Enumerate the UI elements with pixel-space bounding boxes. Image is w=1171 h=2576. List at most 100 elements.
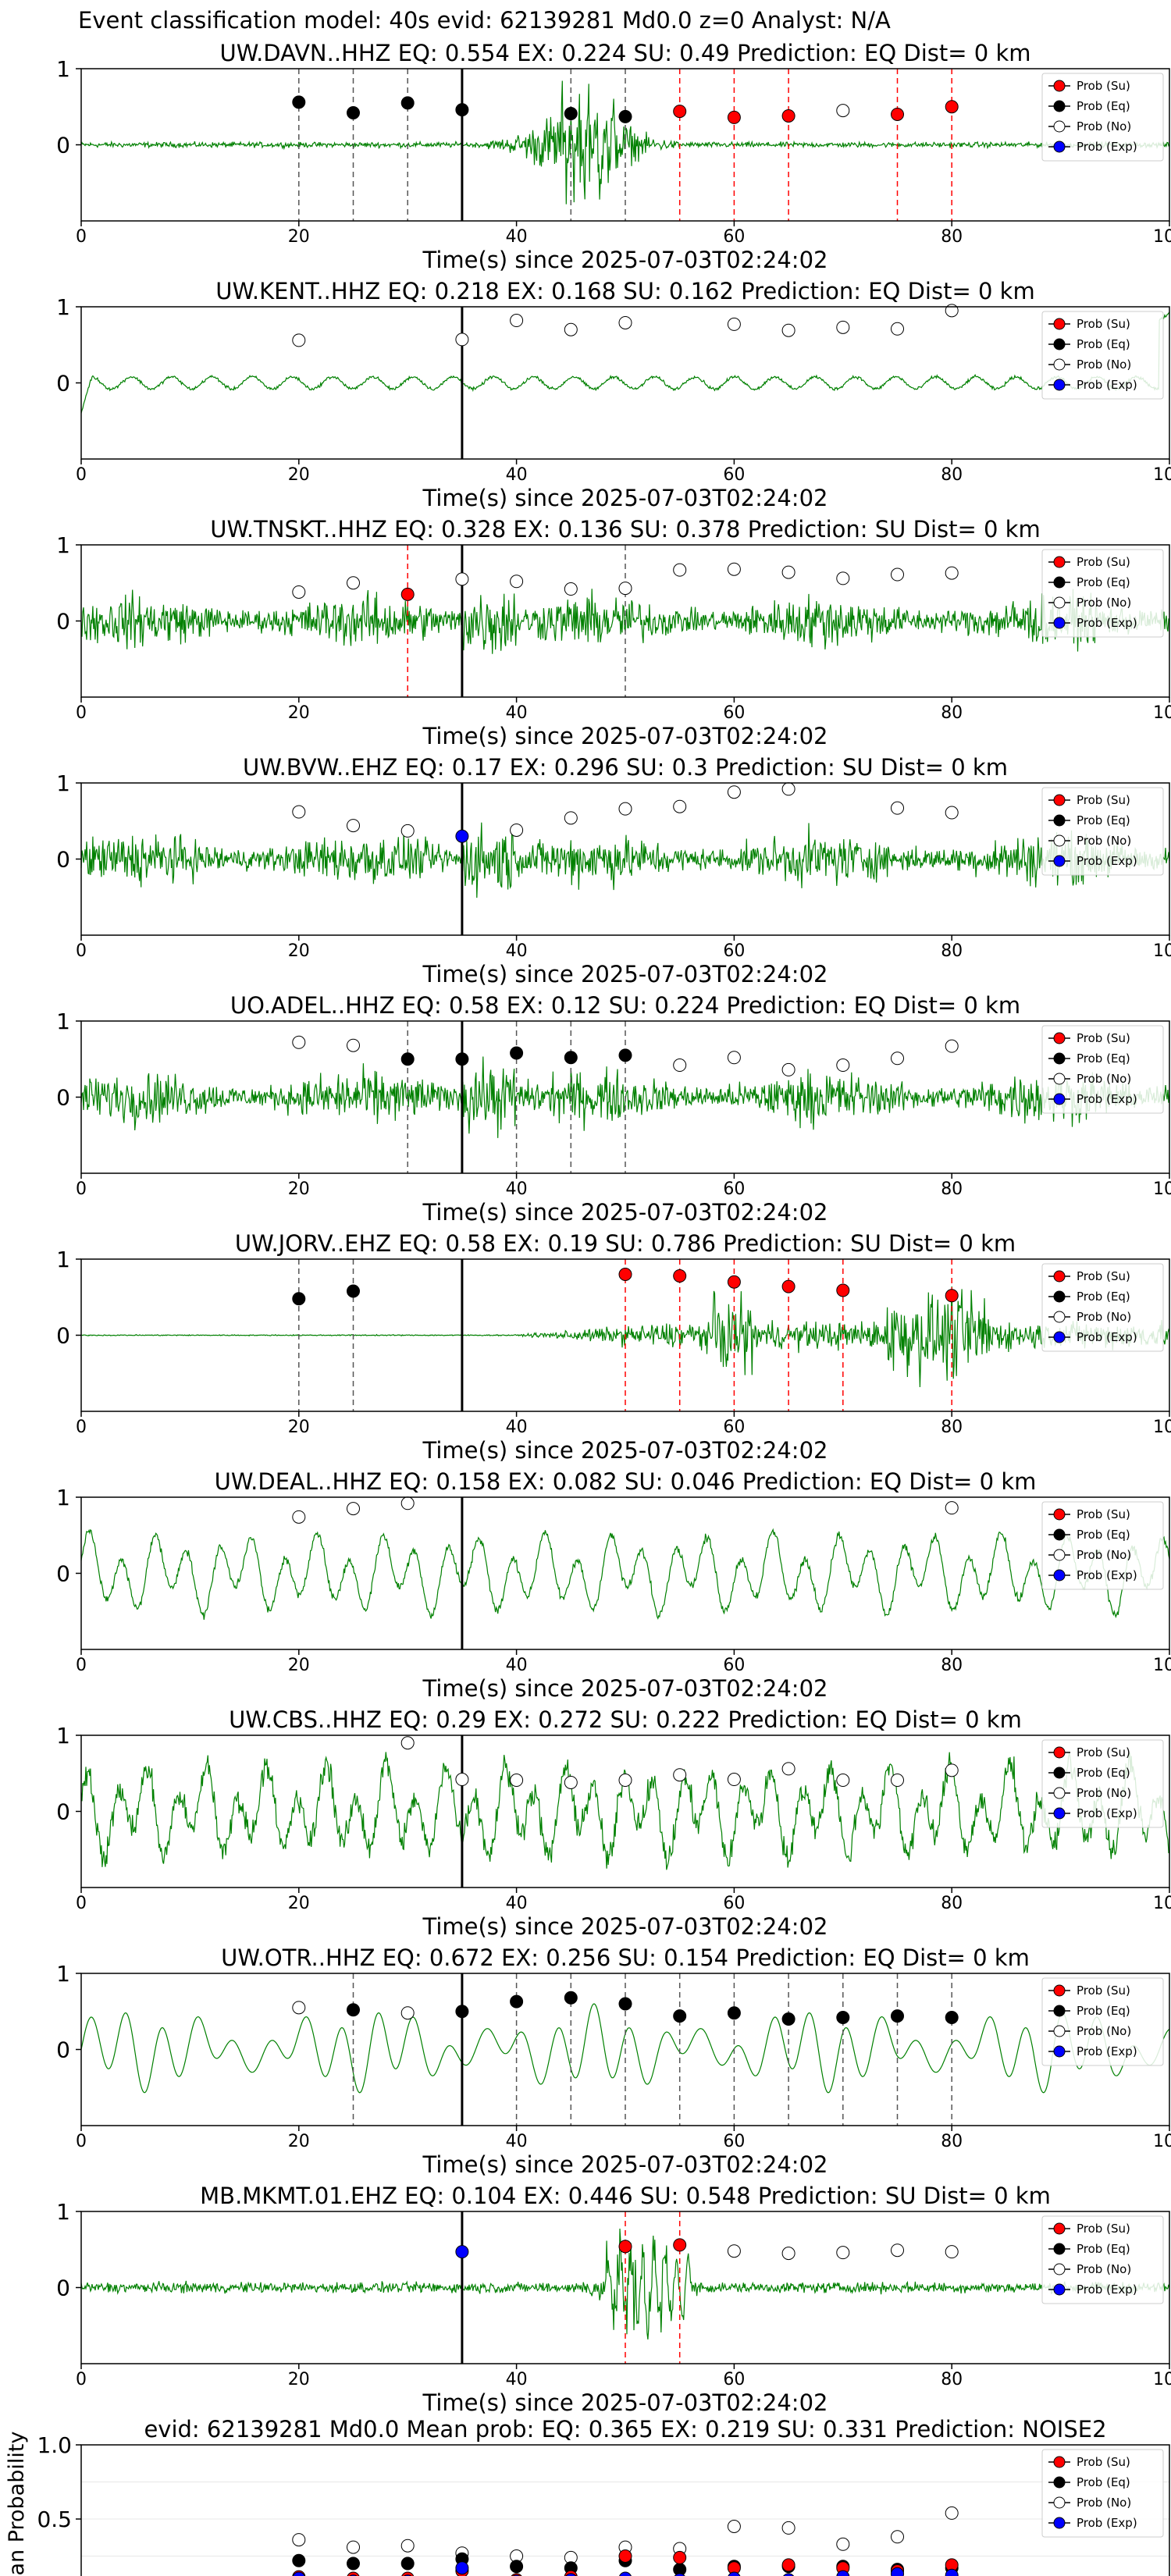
legend-marker-su: [1053, 1032, 1066, 1044]
x-tick-label: 40: [506, 1418, 528, 1437]
prob-point-no: [891, 1051, 904, 1066]
legend-box: [1041, 73, 1164, 162]
mean-point-no: [727, 2520, 741, 2533]
panel-title: UW.DEAL..HHZ EQ: 0.158 EX: 0.082 SU: 0.0…: [215, 1468, 1037, 1495]
prob-point-eq: [400, 1052, 415, 1066]
x-tick-label: 60: [723, 1894, 745, 1913]
prob-point-no: [292, 1035, 306, 1049]
prob-point-su: [945, 1289, 959, 1303]
waveform-trace: [80, 1528, 1170, 1621]
prob-point-no: [727, 1051, 741, 1065]
legend-label-su: Prob (Su): [1077, 317, 1130, 331]
legend-box: [1041, 1501, 1164, 1590]
mean-point-exp: [455, 2561, 469, 2575]
y-tick-label: 1: [56, 1485, 70, 1510]
legend-marker-su: [1053, 794, 1066, 806]
legend-marker-eq: [1053, 1290, 1066, 1303]
y-tick-label: 1.0: [37, 2432, 72, 2458]
legend-marker-exp: [1053, 1331, 1066, 1343]
y-tick-label: 1: [56, 1723, 70, 1749]
legend-marker-exp: [1053, 1093, 1066, 1105]
prob-point-no: [510, 823, 524, 837]
legend-marker-eq: [1053, 338, 1066, 350]
mean-point-no: [891, 2530, 904, 2544]
legend-marker-exp: [1053, 379, 1066, 391]
legend-marker-eq: [1053, 2476, 1066, 2489]
x-tick-label: 40: [506, 703, 528, 723]
x-tick-label: 60: [723, 227, 745, 247]
legend-label-eq: Prob (Eq): [1077, 99, 1130, 113]
x-tick-label: 0: [76, 1894, 87, 1913]
prob-point-su: [618, 1268, 632, 1281]
figure-suptitle: Event classification model: 40s evid: 62…: [78, 7, 891, 34]
legend-marker-exp: [1053, 1807, 1066, 1820]
x-tick-label: 60: [723, 703, 745, 723]
x-tick-label: 100: [1153, 1656, 1171, 1675]
legend-label-su: Prob (Su): [1077, 1984, 1130, 1998]
legend-label-no: Prob (No): [1077, 1786, 1131, 1800]
y-tick-label: 1: [56, 1009, 70, 1034]
legend-label-eq: Prob (Eq): [1077, 813, 1130, 827]
prob-point-no: [400, 1496, 415, 1510]
prob-point-no: [510, 575, 524, 589]
x-axis-label: Time(s) since 2025-07-03T02:24:02: [422, 1437, 828, 1464]
waveform-trace: [80, 311, 1170, 414]
legend-label-no: Prob (No): [1077, 596, 1131, 610]
mean-point-exp: [619, 2571, 632, 2576]
x-tick-label: 80: [941, 1179, 963, 1199]
legend-marker-exp: [1053, 1569, 1066, 1582]
legend-label-eq: Prob (Eq): [1077, 575, 1130, 589]
mean-point-exp: [674, 2573, 685, 2576]
x-axis-label: Time(s) since 2025-07-03T02:24:02: [422, 247, 828, 273]
prob-point-no: [673, 1059, 687, 1073]
legend-label-su: Prob (Su): [1077, 555, 1130, 569]
prob-point-no: [836, 1059, 850, 1073]
x-tick-label: 40: [506, 1179, 528, 1199]
x-tick-label: 60: [723, 941, 745, 961]
mean-point-no: [945, 2506, 959, 2520]
prob-point-su: [673, 1268, 687, 1283]
x-tick-label: 100: [1153, 465, 1171, 485]
panel-title: MB.MKMT.01.EHZ EQ: 0.104 EX: 0.446 SU: 0…: [200, 2183, 1051, 2209]
legend-label-eq: Prob (Eq): [1077, 1290, 1130, 1304]
legend-marker-su: [1053, 1984, 1066, 1997]
x-axis-label: Time(s) since 2025-07-03T02:24:02: [422, 2151, 828, 2178]
legend-marker-eq: [1053, 814, 1066, 827]
prob-point-eq: [564, 1991, 578, 2005]
prob-point-eq: [618, 1048, 632, 1062]
legend-box: [1041, 787, 1164, 876]
x-tick-label: 100: [1153, 1179, 1171, 1199]
legend-label-eq: Prob (Eq): [1077, 1766, 1130, 1780]
x-tick-label: 80: [941, 941, 963, 961]
panel-8: UW.OTR..HHZ EQ: 0.672 EX: 0.256 SU: 0.15…: [56, 1944, 1171, 2178]
prob-point-no: [945, 566, 959, 580]
prob-point-eq: [347, 106, 360, 120]
prob-point-eq: [836, 2011, 850, 2025]
x-tick-label: 0: [76, 2370, 87, 2389]
mean-point-su: [618, 2549, 632, 2563]
prob-point-su: [727, 110, 741, 124]
x-tick-label: 60: [723, 1418, 745, 1437]
x-axis-label: Time(s) since 2025-07-03T02:24:02: [422, 1913, 828, 1940]
prob-point-eq: [347, 1284, 360, 1298]
legend-marker-no: [1053, 596, 1066, 609]
x-tick-label: 100: [1153, 2132, 1171, 2151]
legend-marker-eq: [1053, 576, 1066, 589]
x-tick-label: 0: [76, 1418, 87, 1437]
x-tick-label: 40: [506, 1656, 528, 1675]
x-tick-label: 100: [1153, 2370, 1171, 2389]
prob-point-no: [618, 802, 632, 816]
legend-marker-su: [1053, 1270, 1066, 1283]
panel-10: evid: 62139281 Md0.0 Mean prob: EQ: 0.36…: [5, 2416, 1170, 2576]
prob-point-eq: [455, 2005, 469, 2019]
x-axis-label: Time(s) since 2025-07-03T02:24:02: [422, 1199, 828, 1226]
legend-box: [1041, 1025, 1164, 1114]
legend-marker-no: [1053, 834, 1066, 847]
x-tick-label: 40: [506, 227, 528, 247]
x-tick-label: 80: [941, 2370, 963, 2389]
prob-point-no: [400, 824, 415, 838]
x-tick-label: 20: [288, 1894, 310, 1913]
x-tick-label: 20: [288, 2132, 310, 2151]
mean-point-eq: [400, 2556, 415, 2571]
y-tick-label: 1: [56, 532, 70, 558]
